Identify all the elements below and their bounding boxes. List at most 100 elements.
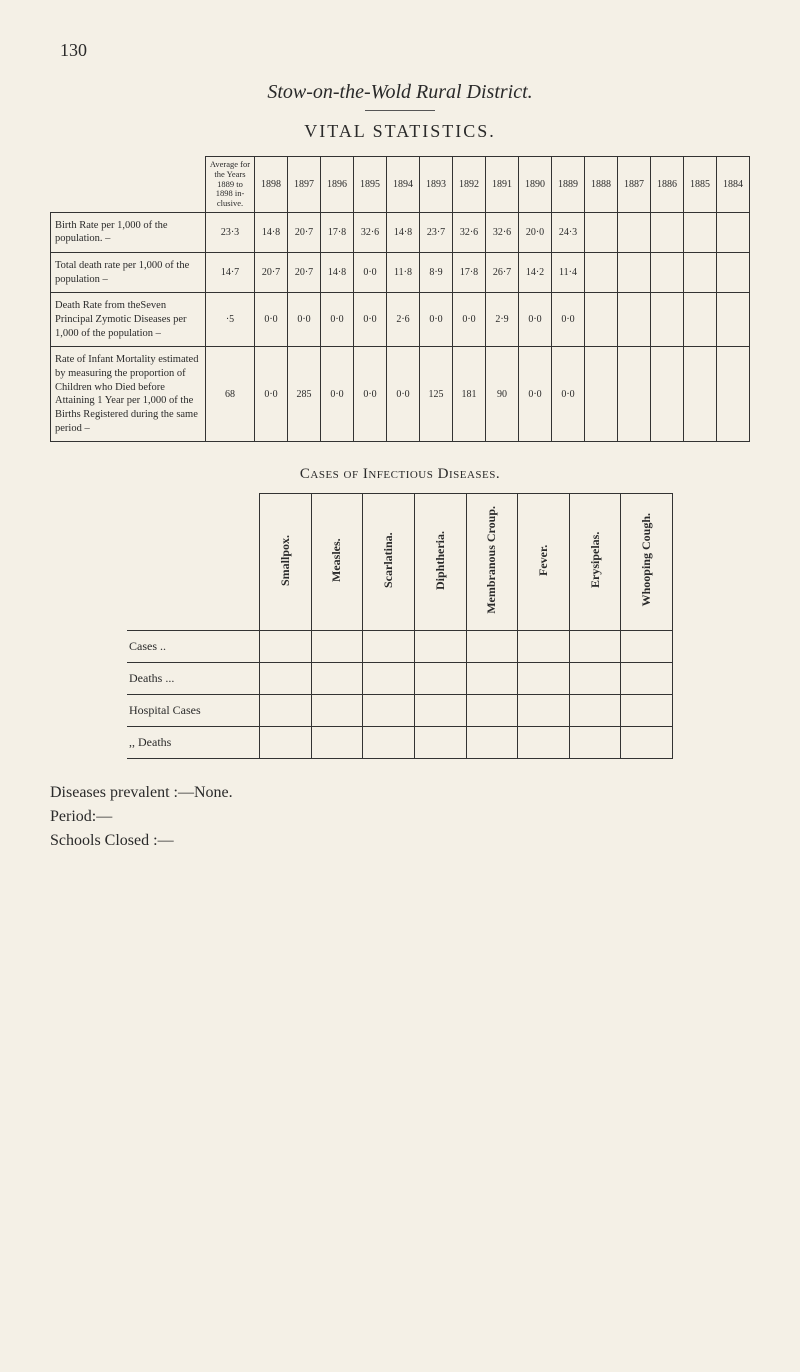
vital-cell: 32·6 [354, 212, 387, 252]
schools-closed: Schools Closed :— [50, 829, 750, 853]
inf-col-4: Membranous Croup. [466, 494, 518, 631]
inf-cell [518, 726, 570, 758]
inf-cell [363, 694, 415, 726]
page-number: 130 [60, 40, 750, 61]
vital-year-1: 1897 [288, 157, 321, 213]
inf-col-5: Fever. [518, 494, 570, 631]
infectious-title: Cases of Infectious Diseases. [50, 466, 750, 483]
vital-year-11: 1887 [618, 157, 651, 213]
vital-row: Rate of Infant Mortality estimated by me… [51, 347, 750, 442]
infectious-header-blank [127, 494, 260, 631]
vital-cell [585, 212, 618, 252]
vital-cell [585, 253, 618, 293]
vital-cell: 20·7 [288, 212, 321, 252]
vital-year-13: 1885 [684, 157, 717, 213]
inf-cell [466, 694, 518, 726]
vital-year-6: 1892 [453, 157, 486, 213]
vital-year-12: 1886 [651, 157, 684, 213]
vital-cell: 0·0 [519, 293, 552, 347]
vital-header-row: Average for the Years 1889 to 1898 in-cl… [51, 157, 750, 213]
inf-row-label: Deaths ... [127, 662, 260, 694]
inf-cell [621, 630, 673, 662]
vital-cell: 17·8 [453, 253, 486, 293]
inf-cell [569, 630, 621, 662]
vital-year-2: 1896 [321, 157, 354, 213]
inf-col-6: Erysipelas. [569, 494, 621, 631]
period-line: Period:— [50, 805, 750, 829]
inf-cell [414, 630, 466, 662]
vital-cell: 14·8 [387, 212, 420, 252]
vital-cell [717, 253, 750, 293]
inf-cell [260, 726, 312, 758]
inf-cell [466, 630, 518, 662]
vital-cell: 0·0 [552, 347, 585, 442]
vital-cell: 181 [453, 347, 486, 442]
vital-statistics-table: Average for the Years 1889 to 1898 in-cl… [50, 156, 750, 442]
vital-cell: 11·4 [552, 253, 585, 293]
vital-cell: 11·8 [387, 253, 420, 293]
title-divider [365, 110, 435, 111]
vital-cell [717, 293, 750, 347]
vital-subtitle: VITAL STATISTICS. [50, 121, 750, 142]
vital-cell: 0·0 [255, 293, 288, 347]
inf-row: Deaths ... [127, 662, 673, 694]
inf-col-0: Smallpox. [260, 494, 312, 631]
inf-row: Cases .. [127, 630, 673, 662]
inf-cell [621, 662, 673, 694]
vital-cell: 0·0 [354, 347, 387, 442]
vital-cell: 8·9 [420, 253, 453, 293]
vital-cell [684, 347, 717, 442]
inf-cell [414, 694, 466, 726]
vital-cell: 20·0 [519, 212, 552, 252]
inf-col-3: Diphtheria. [414, 494, 466, 631]
vital-cell: 0·0 [519, 347, 552, 442]
inf-cell [363, 726, 415, 758]
inf-cell [466, 662, 518, 694]
vital-cell: 17·8 [321, 212, 354, 252]
vital-cell: 0·0 [453, 293, 486, 347]
vital-cell [618, 253, 651, 293]
inf-row: Hospital Cases [127, 694, 673, 726]
inf-cell [518, 694, 570, 726]
vital-cell: 20·7 [288, 253, 321, 293]
vital-cell [717, 347, 750, 442]
inf-cell [311, 726, 363, 758]
vital-row-label: Birth Rate per 1,000 of the population. … [51, 212, 206, 252]
vital-year-5: 1893 [420, 157, 453, 213]
vital-cell [684, 212, 717, 252]
vital-avg-cell: 68 [206, 347, 255, 442]
inf-row-label: ,, Deaths [127, 726, 260, 758]
inf-cell [414, 662, 466, 694]
vital-cell [651, 347, 684, 442]
vital-year-9: 1889 [552, 157, 585, 213]
inf-cell [518, 630, 570, 662]
vital-cell: 20·7 [255, 253, 288, 293]
inf-cell [260, 694, 312, 726]
vital-cell [684, 253, 717, 293]
infectious-header-row: Smallpox. Measles. Scarlatina. Diphtheri… [127, 494, 673, 631]
vital-cell: 2·6 [387, 293, 420, 347]
vital-year-7: 1891 [486, 157, 519, 213]
inf-cell [260, 662, 312, 694]
inf-cell [363, 662, 415, 694]
vital-cell: 32·6 [486, 212, 519, 252]
vital-year-4: 1894 [387, 157, 420, 213]
vital-cell: 0·0 [354, 253, 387, 293]
vital-cell: 285 [288, 347, 321, 442]
inf-cell [621, 726, 673, 758]
vital-year-8: 1890 [519, 157, 552, 213]
vital-year-0: 1898 [255, 157, 288, 213]
vital-cell: 90 [486, 347, 519, 442]
inf-cell [414, 726, 466, 758]
diseases-prevalent: Diseases prevalent :—None. [50, 781, 750, 805]
inf-cell [311, 662, 363, 694]
inf-cell [621, 694, 673, 726]
vital-row: Birth Rate per 1,000 of the population. … [51, 212, 750, 252]
vital-cell: 24·3 [552, 212, 585, 252]
vital-cell: 14·8 [255, 212, 288, 252]
vital-cell [618, 212, 651, 252]
vital-cell: 23·7 [420, 212, 453, 252]
vital-cell: 26·7 [486, 253, 519, 293]
vital-cell: 0·0 [552, 293, 585, 347]
vital-avg-cell: ·5 [206, 293, 255, 347]
